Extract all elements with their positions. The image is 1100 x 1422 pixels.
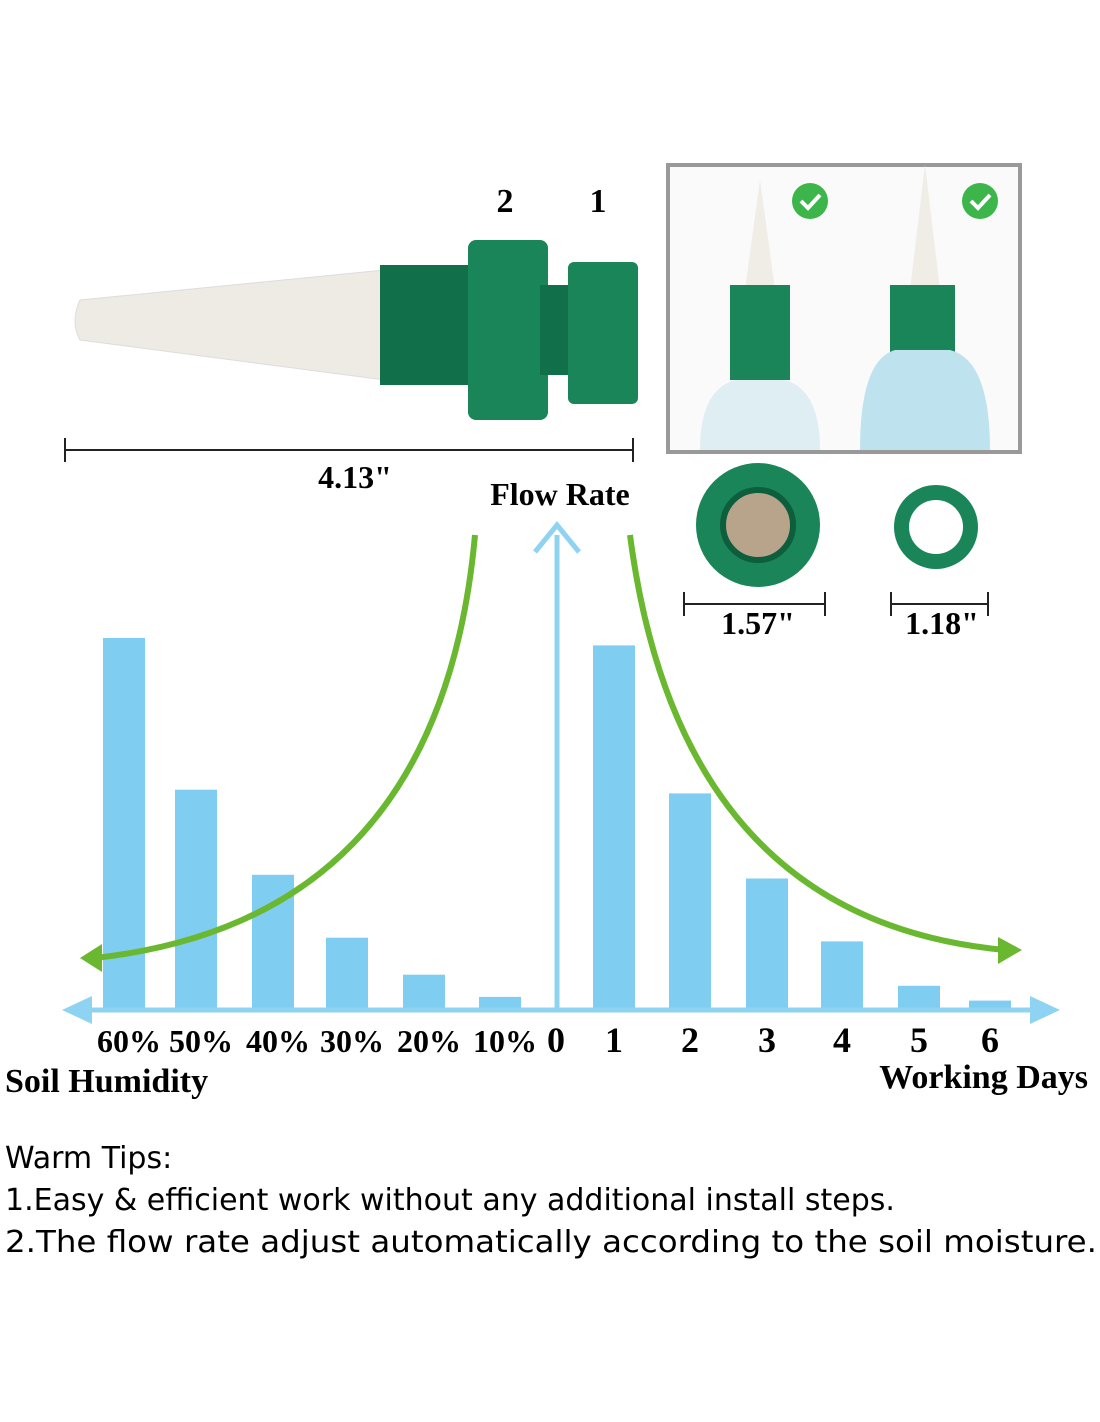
bar <box>898 985 940 1008</box>
x-axis-label: Soil Humidity <box>5 1063 208 1100</box>
x-tick-label: 50% <box>169 1023 233 1059</box>
x-tick-label: 3 <box>758 1020 776 1060</box>
length-label: 4.13" <box>318 459 392 495</box>
part-label: 2 <box>497 183 514 220</box>
bottle-photo <box>666 163 1022 454</box>
bar <box>969 1000 1011 1008</box>
ring-size: 1.18" <box>905 605 979 641</box>
rings <box>696 463 978 587</box>
bar <box>669 793 711 1008</box>
origin-label: 0 <box>547 1020 565 1060</box>
x-tick-label: 4 <box>833 1020 851 1060</box>
x-tick-label: 20% <box>397 1023 461 1059</box>
y-axis-label: Flow Rate <box>490 476 630 512</box>
bar <box>403 974 445 1008</box>
axes <box>62 521 1060 1024</box>
bar <box>746 878 788 1008</box>
length-dimension <box>64 438 634 462</box>
x-tick-label: 5 <box>910 1020 928 1060</box>
x-tick-label: 2 <box>681 1020 699 1060</box>
trend-arrows <box>80 534 1022 972</box>
tip: 1.Easy & efficient work without any addi… <box>5 1183 895 1218</box>
spike-illustration <box>74 240 638 420</box>
tip: 2.The flow rate adjust automatically acc… <box>5 1225 1097 1260</box>
x-tick-label: 1 <box>605 1020 623 1060</box>
tips-title: Warm Tips: <box>5 1141 172 1176</box>
bar <box>175 789 217 1008</box>
ring-size: 1.57" <box>721 605 795 641</box>
ring-dimensions <box>683 592 989 616</box>
bar <box>821 941 863 1008</box>
x-tick-label: 10% <box>473 1023 537 1059</box>
x-tick-label: 30% <box>320 1023 384 1059</box>
bar <box>593 645 635 1008</box>
x-tick-label: 40% <box>246 1023 310 1059</box>
bar <box>103 638 145 1008</box>
x-tick-label: 60% <box>97 1023 161 1059</box>
bar <box>326 937 368 1008</box>
bar <box>479 996 521 1008</box>
x-axis-label: Working Days <box>879 1059 1088 1096</box>
x-tick-label: 6 <box>981 1020 999 1060</box>
part-label: 1 <box>590 183 607 220</box>
